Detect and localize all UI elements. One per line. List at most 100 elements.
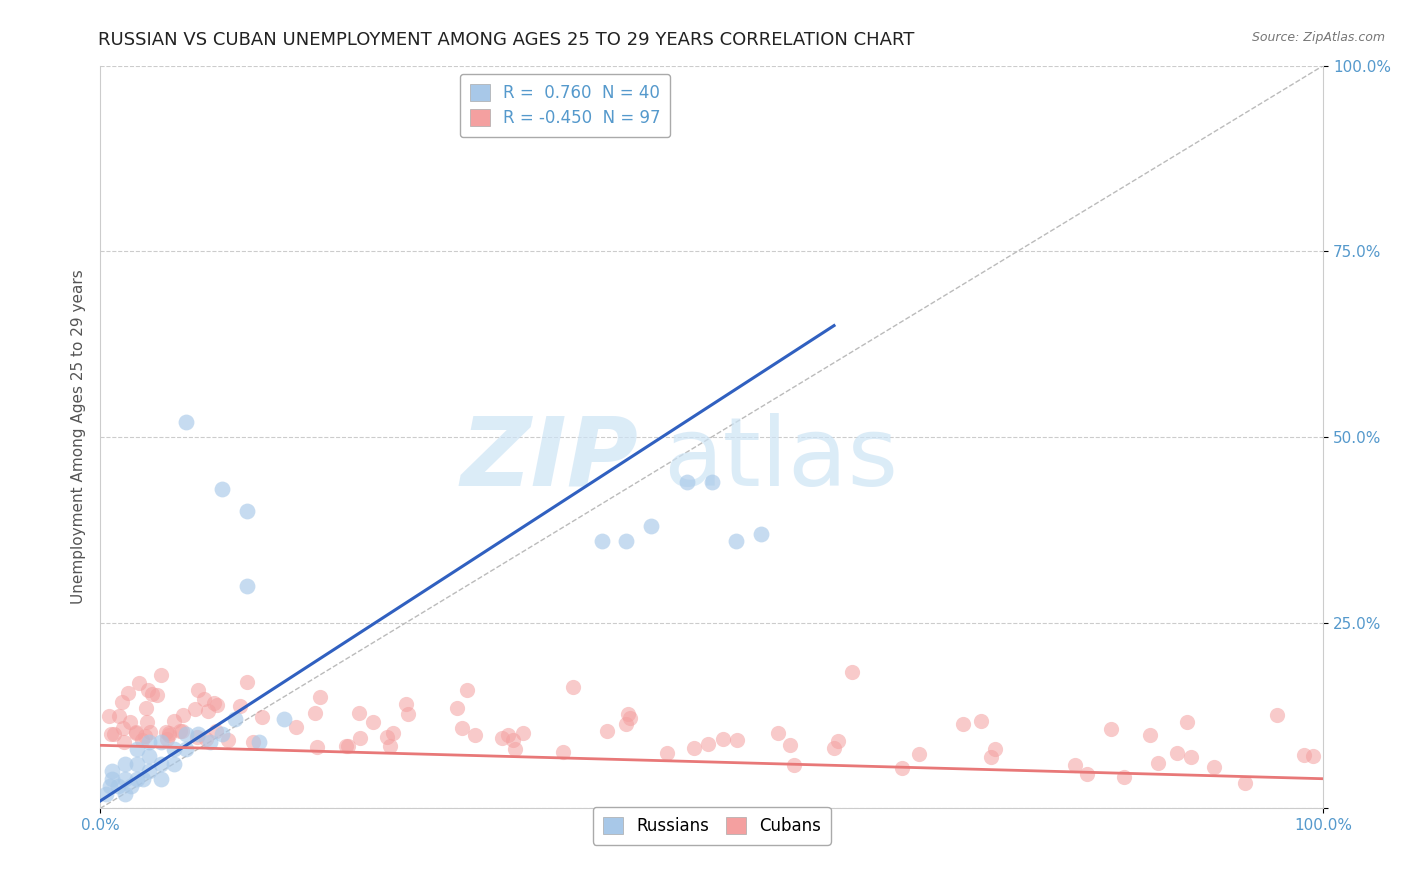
Point bbox=[150, 756, 173, 771]
Point bbox=[725, 733, 748, 747]
Point bbox=[890, 760, 912, 774]
Point bbox=[141, 687, 163, 701]
Point bbox=[242, 734, 264, 748]
Point bbox=[134, 729, 156, 743]
Point bbox=[135, 701, 157, 715]
Point bbox=[114, 772, 136, 786]
Point bbox=[236, 675, 259, 690]
Point bbox=[172, 708, 194, 723]
Point bbox=[169, 724, 191, 739]
Point bbox=[375, 730, 398, 744]
Point bbox=[138, 734, 160, 748]
Point bbox=[1302, 749, 1324, 764]
Point bbox=[505, 741, 527, 756]
Point bbox=[713, 731, 735, 746]
Point bbox=[108, 708, 131, 723]
Point bbox=[349, 706, 371, 721]
Point bbox=[451, 721, 474, 735]
Point bbox=[170, 724, 193, 739]
Point bbox=[150, 772, 173, 786]
Point bbox=[125, 742, 148, 756]
Point bbox=[512, 726, 534, 740]
Point bbox=[138, 725, 160, 739]
Point bbox=[197, 704, 219, 718]
Point bbox=[118, 714, 141, 729]
Point bbox=[1265, 707, 1288, 722]
Point bbox=[1139, 728, 1161, 742]
Point bbox=[970, 714, 993, 728]
Point bbox=[561, 680, 583, 694]
Point bbox=[159, 728, 181, 742]
Point bbox=[136, 714, 159, 729]
Point bbox=[112, 735, 135, 749]
Point bbox=[984, 742, 1007, 756]
Point bbox=[1166, 746, 1188, 760]
Point bbox=[591, 534, 613, 549]
Point bbox=[236, 578, 259, 592]
Point bbox=[496, 728, 519, 742]
Point bbox=[156, 731, 179, 746]
Point bbox=[194, 731, 217, 746]
Text: ZIP: ZIP bbox=[460, 413, 638, 506]
Point bbox=[205, 698, 228, 712]
Point bbox=[1202, 759, 1225, 773]
Point bbox=[204, 723, 226, 738]
Point bbox=[782, 758, 804, 772]
Point bbox=[614, 534, 637, 549]
Point bbox=[640, 519, 662, 533]
Point bbox=[1147, 756, 1170, 770]
Point bbox=[304, 706, 326, 721]
Point bbox=[114, 787, 136, 801]
Point bbox=[128, 676, 150, 690]
Point bbox=[273, 712, 295, 726]
Point bbox=[464, 728, 486, 742]
Point bbox=[502, 732, 524, 747]
Point bbox=[349, 731, 371, 745]
Point bbox=[619, 711, 641, 725]
Point bbox=[952, 717, 974, 731]
Point bbox=[146, 689, 169, 703]
Point bbox=[98, 779, 121, 793]
Point bbox=[395, 698, 418, 712]
Point bbox=[335, 739, 357, 754]
Point bbox=[596, 723, 619, 738]
Y-axis label: Unemployment Among Ages 25 to 29 years: Unemployment Among Ages 25 to 29 years bbox=[72, 269, 86, 605]
Point bbox=[150, 667, 173, 681]
Point bbox=[841, 665, 863, 680]
Point bbox=[138, 749, 160, 764]
Point bbox=[749, 526, 772, 541]
Text: RUSSIAN VS CUBAN UNEMPLOYMENT AMONG AGES 25 TO 29 YEARS CORRELATION CHART: RUSSIAN VS CUBAN UNEMPLOYMENT AMONG AGES… bbox=[98, 31, 915, 49]
Point bbox=[1292, 747, 1315, 762]
Point bbox=[125, 772, 148, 786]
Point bbox=[247, 734, 270, 748]
Point bbox=[187, 727, 209, 741]
Point bbox=[162, 756, 184, 771]
Point bbox=[907, 747, 929, 761]
Point bbox=[1063, 758, 1085, 772]
Point bbox=[211, 727, 233, 741]
Point bbox=[138, 764, 160, 779]
Point bbox=[101, 764, 124, 779]
Point bbox=[157, 726, 180, 740]
Text: atlas: atlas bbox=[662, 413, 898, 506]
Point bbox=[117, 686, 139, 700]
Point bbox=[456, 682, 478, 697]
Point bbox=[183, 702, 205, 716]
Point bbox=[655, 747, 678, 761]
Point bbox=[96, 787, 118, 801]
Point bbox=[1114, 770, 1136, 784]
Point bbox=[284, 720, 307, 734]
Point bbox=[200, 734, 222, 748]
Point bbox=[305, 739, 328, 754]
Point bbox=[378, 739, 401, 754]
Point bbox=[174, 742, 197, 756]
Point bbox=[100, 727, 122, 741]
Point bbox=[823, 741, 845, 756]
Point bbox=[1177, 714, 1199, 729]
Point bbox=[827, 734, 849, 748]
Point bbox=[162, 742, 184, 756]
Point bbox=[725, 534, 748, 549]
Point bbox=[236, 504, 259, 518]
Point bbox=[1076, 766, 1098, 780]
Point bbox=[551, 745, 574, 759]
